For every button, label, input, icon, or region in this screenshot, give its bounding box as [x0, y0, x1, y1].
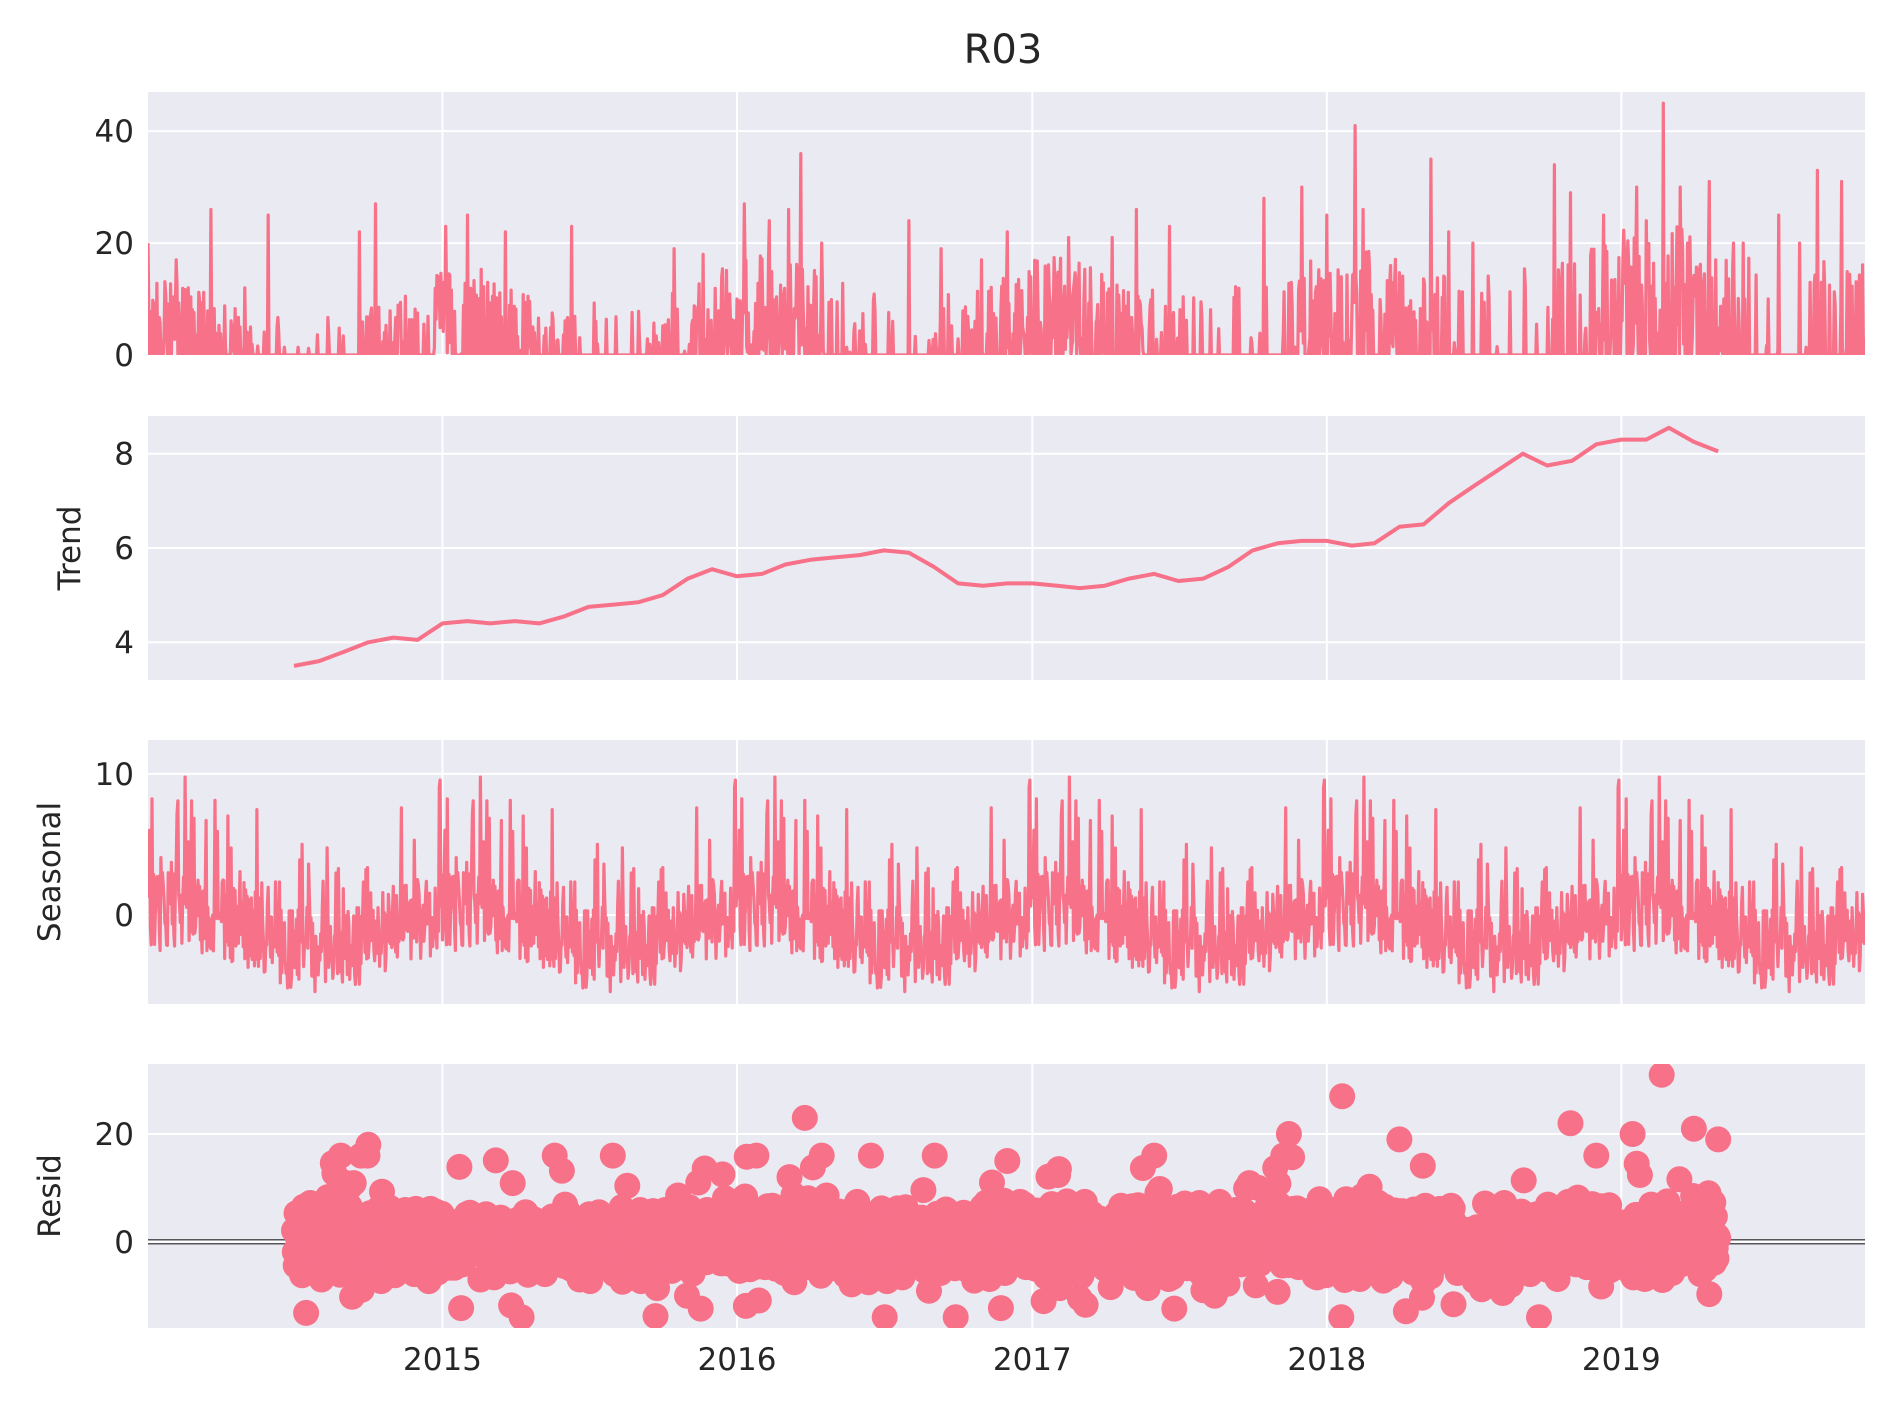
resid-point	[791, 1104, 818, 1131]
trend-line	[293, 425, 1719, 668]
resid-point	[1440, 1291, 1467, 1318]
resid-point	[1072, 1291, 1099, 1318]
resid-point	[1275, 1121, 1302, 1147]
resid-point	[541, 1142, 568, 1169]
y-tick-label: 40	[95, 114, 134, 150]
x-tick-label: 2016	[698, 1342, 777, 1378]
resid-point	[1242, 1272, 1269, 1299]
resid-point	[1705, 1126, 1732, 1153]
resid-point	[448, 1295, 475, 1322]
y-axis-label: Seasonal	[32, 802, 68, 942]
resid-point	[1544, 1266, 1571, 1292]
resid-point	[1264, 1278, 1291, 1305]
resid-point	[1701, 1203, 1728, 1230]
resid-point	[642, 1303, 669, 1328]
resid-point	[1161, 1295, 1188, 1322]
resid-point	[1329, 1083, 1356, 1110]
resid-point	[987, 1295, 1014, 1322]
y-tick-label: 0	[114, 1225, 134, 1261]
observed-panel: 0 20 40	[95, 92, 1865, 374]
resid-point	[508, 1304, 535, 1328]
resid-point	[1045, 1156, 1072, 1183]
resid-point	[871, 1304, 898, 1328]
resid-point	[1386, 1126, 1413, 1153]
y-tick-label: 0	[114, 338, 134, 374]
resid-point	[942, 1304, 969, 1328]
resid-point	[921, 1142, 948, 1169]
panel-background	[148, 740, 1865, 1004]
y-tick-label: 20	[95, 226, 134, 262]
resid-point	[1328, 1304, 1355, 1328]
resid-point	[979, 1169, 1005, 1196]
resid-point	[857, 1142, 884, 1169]
resid-point	[1265, 1170, 1292, 1197]
resid-point	[553, 1196, 580, 1223]
resid-point	[499, 1170, 526, 1197]
y-tick-label: 10	[95, 757, 134, 793]
resid-point	[1510, 1167, 1537, 1194]
resid-point	[644, 1275, 671, 1302]
resid-point	[743, 1142, 770, 1169]
resid-point	[1141, 1142, 1168, 1169]
figure-title: R03	[964, 27, 1043, 73]
resid-point	[1526, 1304, 1552, 1328]
y-axis-label: Resid	[32, 1154, 68, 1238]
resid-point	[1557, 1110, 1584, 1137]
resid-point	[910, 1177, 937, 1204]
resid-point	[1626, 1162, 1653, 1188]
resid-point	[1214, 1270, 1241, 1297]
resid-points	[281, 1064, 1732, 1328]
seasonal-panel: 0 10 Seasonal	[32, 740, 1865, 1004]
trend-panel: 4 6 8 Trend	[52, 416, 1865, 680]
y-tick-label: 0	[114, 898, 134, 934]
x-axis-ticks: 2015 2016 2017 2018 2019	[403, 1342, 1661, 1378]
resid-point	[994, 1148, 1021, 1174]
x-tick-label: 2019	[1582, 1342, 1661, 1378]
resid-point	[293, 1299, 320, 1326]
y-tick-label: 8	[114, 437, 134, 473]
resid-point	[709, 1161, 736, 1188]
seasonal-line	[148, 775, 1865, 994]
resid-point	[745, 1287, 772, 1314]
resid-point	[808, 1142, 835, 1169]
resid-point	[1648, 1064, 1675, 1088]
resid-point	[1409, 1152, 1436, 1179]
resid-panel: 0 20 Resid	[32, 1064, 1865, 1328]
resid-point	[1705, 1225, 1732, 1251]
resid-point	[1703, 1245, 1730, 1272]
resid-point	[599, 1142, 626, 1169]
resid-point	[1583, 1142, 1610, 1169]
x-tick-label: 2015	[403, 1342, 482, 1378]
resid-point	[1680, 1115, 1707, 1142]
resid-point	[327, 1142, 354, 1169]
resid-point	[614, 1172, 641, 1199]
resid-point	[446, 1153, 473, 1180]
y-tick-label: 4	[114, 625, 134, 661]
resid-point	[1619, 1121, 1646, 1147]
observed-line	[148, 101, 1865, 355]
resid-point	[355, 1131, 382, 1158]
x-tick-label: 2017	[993, 1342, 1072, 1378]
resid-point	[1279, 1144, 1306, 1171]
y-axis-label: Trend	[52, 506, 88, 592]
resid-point	[482, 1147, 509, 1174]
x-tick-label: 2018	[1287, 1342, 1366, 1378]
resid-point	[340, 1170, 367, 1197]
resid-point	[1696, 1281, 1723, 1308]
y-tick-label: 20	[95, 1117, 134, 1153]
y-tick-label: 6	[114, 531, 134, 567]
resid-point	[687, 1295, 714, 1322]
